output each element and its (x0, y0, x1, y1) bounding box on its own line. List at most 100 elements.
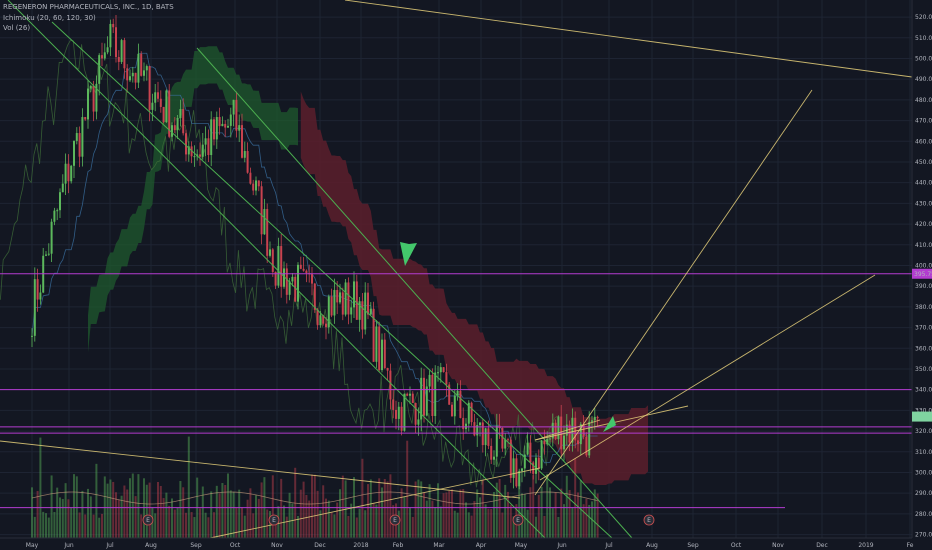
candle-body (375, 326, 378, 362)
candle-body (299, 264, 302, 269)
time-tick-label: Apr (476, 542, 487, 549)
candle-body (75, 133, 78, 141)
candle-body (271, 249, 274, 272)
volume-bar (210, 491, 213, 538)
candle-body (227, 125, 229, 128)
candle-body (302, 268, 305, 271)
volume-bar (109, 479, 112, 538)
candle-body (39, 292, 42, 300)
volume-bar (148, 482, 151, 538)
price-tick-label: 500.00 (915, 55, 932, 62)
volume-bar (297, 516, 299, 538)
price-tick-label: 330.00 (915, 407, 932, 414)
volume-bar (190, 512, 193, 538)
volume-bar (473, 501, 476, 538)
volume-bar (173, 509, 176, 538)
candle-body (232, 99, 235, 115)
candle-body (330, 296, 333, 316)
candle-body (103, 52, 106, 59)
volume-bar (241, 507, 243, 538)
time-tick-label: 2019 (858, 542, 873, 549)
candle-body (291, 276, 294, 282)
candle-body (95, 83, 98, 112)
time-tick-label: May (515, 542, 528, 549)
volume-bar (456, 512, 459, 538)
price-tick-label: 310.00 (915, 449, 932, 456)
candle-body (512, 458, 515, 478)
time-tick-label: Aug (646, 542, 658, 549)
volume-bar (45, 513, 47, 538)
volume-bar (120, 495, 123, 538)
volume-bar (59, 497, 61, 538)
candle-body (579, 424, 582, 445)
volume-bar (227, 473, 229, 538)
time-tick-label: Jun (63, 542, 74, 549)
volume-bar (588, 504, 591, 538)
volume-bar (537, 494, 540, 538)
volume-bar (182, 487, 185, 538)
volume-bar (33, 516, 36, 538)
volume-bar (299, 489, 302, 538)
candle-body (341, 292, 344, 315)
candle-body (551, 422, 554, 439)
time-tick-label: Fe (907, 542, 914, 549)
candle-body (369, 308, 372, 315)
candle-body (400, 406, 403, 431)
volume-bar (560, 488, 563, 538)
ichimoku-legend[interactable]: Ichimoku (20, 60, 120, 30) (3, 14, 96, 22)
time-tick-label: Sep (687, 542, 699, 549)
candle-body (238, 125, 241, 131)
volume-bar (465, 502, 467, 538)
volume-bar (257, 498, 260, 538)
earnings-marker-label: E (393, 517, 397, 524)
volume-bar (56, 487, 59, 538)
volume-bar (280, 478, 283, 538)
candle-body (540, 440, 543, 469)
volume-bar (285, 516, 288, 538)
trend-line (209, 467, 541, 539)
candle-body (162, 106, 165, 123)
volume-bar (512, 516, 515, 538)
candle-body (336, 290, 339, 303)
volume-bar (532, 475, 535, 538)
candle-body (36, 279, 39, 300)
candle-body (201, 144, 204, 157)
time-tick-label: Mar (433, 542, 445, 549)
candle-body (207, 138, 210, 156)
volume-bar (378, 478, 381, 538)
candle-body (129, 76, 131, 81)
candle-body (535, 457, 537, 474)
price-tick-label: 450.00 (915, 159, 932, 166)
price-tick-label: 270.00 (915, 532, 932, 539)
candle-body (431, 374, 434, 417)
symbol-title[interactable]: REGENERON PHARMACEUTICALS, INC., 1D, BAT… (3, 3, 174, 11)
volume-bar (47, 517, 50, 538)
volume-bar (509, 504, 512, 538)
price-tick-label: 440.00 (915, 180, 932, 187)
volume-bar (134, 496, 137, 538)
candle-body (347, 282, 350, 315)
ichimoku-cloud-bearish (300, 91, 648, 486)
candle-body (260, 186, 263, 235)
candle-body (316, 309, 319, 326)
candle-body (467, 402, 470, 424)
volume-bar (361, 458, 364, 538)
candle-body (481, 422, 484, 446)
volume-bar (260, 482, 263, 538)
candle-body (406, 393, 409, 396)
candle-body (339, 292, 341, 303)
volume-bar (521, 493, 523, 538)
candle-body (305, 270, 308, 274)
candle-body (157, 92, 159, 99)
price-tick-label: 360.00 (915, 345, 932, 352)
volume-bar (462, 489, 465, 538)
volume-bar (201, 486, 204, 538)
candle-body (193, 156, 196, 158)
price-tick-label: 380.00 (915, 304, 932, 311)
candle-body (218, 117, 221, 127)
volume-legend[interactable]: Vol (26) (3, 24, 31, 32)
candle-body (403, 393, 406, 431)
volume-bar (434, 506, 437, 538)
